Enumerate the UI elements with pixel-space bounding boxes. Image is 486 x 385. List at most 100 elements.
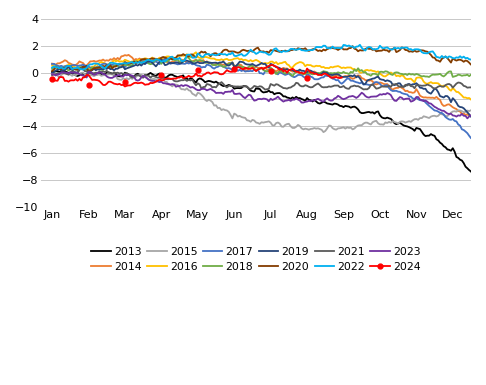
2019 bbox=[78, 67, 84, 71]
2017 bbox=[49, 62, 55, 66]
Line: 2016: 2016 bbox=[52, 52, 486, 111]
2014 bbox=[78, 60, 84, 65]
2013 bbox=[455, 156, 461, 160]
2016 bbox=[68, 63, 73, 67]
2022 bbox=[457, 54, 463, 59]
2014 bbox=[68, 61, 73, 66]
2015 bbox=[49, 72, 55, 77]
2022 bbox=[485, 57, 486, 61]
2014 bbox=[485, 123, 486, 127]
2023 bbox=[86, 69, 91, 74]
2015 bbox=[80, 70, 86, 75]
Line: 2020: 2020 bbox=[52, 46, 486, 72]
2017 bbox=[339, 81, 345, 86]
2022 bbox=[339, 46, 345, 50]
2013 bbox=[198, 77, 204, 81]
2016 bbox=[78, 65, 84, 69]
2019 bbox=[49, 70, 55, 75]
2017 bbox=[68, 64, 73, 68]
2018 bbox=[198, 58, 204, 63]
2019 bbox=[198, 61, 204, 65]
2016 bbox=[455, 90, 461, 94]
2015 bbox=[69, 74, 75, 78]
2022 bbox=[198, 54, 204, 59]
2016 bbox=[119, 59, 124, 64]
2023 bbox=[339, 96, 345, 101]
2023 bbox=[78, 73, 84, 77]
Line: 2017: 2017 bbox=[52, 59, 486, 150]
2023 bbox=[485, 116, 486, 120]
2014 bbox=[198, 59, 204, 64]
2017 bbox=[78, 63, 84, 68]
2021 bbox=[78, 65, 84, 70]
2018 bbox=[78, 65, 84, 70]
2018 bbox=[49, 67, 55, 71]
2020 bbox=[198, 49, 204, 54]
2014 bbox=[126, 53, 132, 57]
2016 bbox=[485, 109, 486, 113]
2018 bbox=[485, 75, 486, 80]
Line: 2014: 2014 bbox=[52, 55, 486, 125]
2017 bbox=[485, 148, 486, 152]
2020 bbox=[485, 63, 486, 67]
Line: 2023: 2023 bbox=[52, 72, 486, 121]
2018 bbox=[119, 65, 124, 69]
2021 bbox=[262, 87, 268, 92]
2020 bbox=[339, 45, 345, 50]
2018 bbox=[68, 67, 73, 72]
2018 bbox=[455, 72, 461, 77]
2022 bbox=[68, 64, 73, 69]
2021 bbox=[80, 67, 86, 71]
2014 bbox=[49, 61, 55, 66]
2015 bbox=[62, 70, 68, 75]
2021 bbox=[68, 70, 73, 75]
Legend: 2013, 2014, 2015, 2016, 2017, 2018, 2019, 2020, 2021, 2022, 2023, 2024: 2013, 2014, 2015, 2016, 2017, 2018, 2019… bbox=[87, 243, 425, 276]
2015 bbox=[321, 130, 327, 134]
2020 bbox=[457, 57, 463, 62]
2017 bbox=[455, 122, 461, 127]
2020 bbox=[120, 62, 126, 67]
2022 bbox=[49, 65, 55, 70]
2022 bbox=[78, 67, 84, 72]
2017 bbox=[198, 65, 204, 70]
2019 bbox=[68, 67, 73, 72]
2017 bbox=[162, 56, 168, 61]
2022 bbox=[80, 67, 86, 72]
2019 bbox=[119, 65, 124, 69]
2013 bbox=[86, 68, 91, 73]
2023 bbox=[68, 70, 73, 74]
2019 bbox=[158, 57, 164, 62]
2016 bbox=[198, 56, 204, 60]
Line: 2021: 2021 bbox=[52, 68, 486, 90]
2020 bbox=[49, 69, 55, 73]
2013 bbox=[120, 72, 126, 77]
2023 bbox=[120, 74, 126, 79]
Line: 2015: 2015 bbox=[52, 72, 486, 132]
2020 bbox=[86, 69, 91, 74]
2021 bbox=[485, 84, 486, 89]
2023 bbox=[198, 87, 204, 91]
2016 bbox=[49, 64, 55, 68]
2020 bbox=[78, 65, 84, 70]
2016 bbox=[339, 66, 345, 70]
2021 bbox=[457, 80, 463, 85]
2015 bbox=[198, 92, 204, 97]
2020 bbox=[68, 64, 73, 69]
2023 bbox=[49, 72, 55, 77]
2022 bbox=[120, 61, 126, 66]
2013 bbox=[49, 70, 55, 74]
2021 bbox=[120, 72, 126, 76]
2015 bbox=[120, 76, 126, 80]
2020 bbox=[350, 44, 356, 49]
2018 bbox=[184, 55, 190, 59]
2014 bbox=[455, 109, 461, 113]
2019 bbox=[455, 104, 461, 108]
2022 bbox=[357, 42, 363, 47]
2018 bbox=[339, 71, 345, 75]
Line: 2022: 2022 bbox=[52, 45, 486, 70]
2014 bbox=[119, 54, 124, 59]
2021 bbox=[49, 73, 55, 77]
2015 bbox=[457, 108, 463, 113]
2015 bbox=[341, 125, 347, 130]
2023 bbox=[455, 113, 461, 118]
